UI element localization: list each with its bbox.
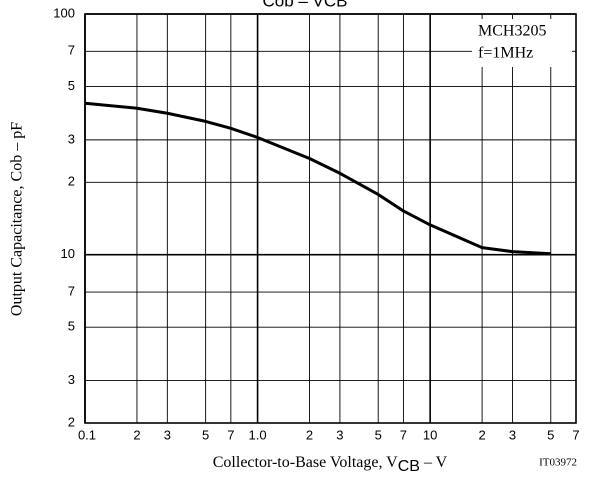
annotation: MCH3205	[478, 23, 546, 40]
x-tick-label: 2	[478, 427, 485, 442]
y-tick-label: 3	[68, 372, 75, 387]
x-axis-label: Collector-to-Base Voltage, VCB – V	[213, 454, 448, 476]
y-tick-label: 7	[68, 43, 75, 58]
x-label-text: Collector-to-Base Voltage, V	[213, 454, 398, 471]
y-tick-label: 2	[68, 414, 75, 429]
y-tick-label: 3	[68, 131, 75, 146]
plot-frame	[84, 13, 577, 424]
x-tick-label: 7	[227, 427, 234, 442]
x-tick-label: 3	[164, 427, 171, 442]
y-tick-label: 10	[61, 246, 75, 261]
y-tick-label: 100	[53, 5, 75, 20]
x-tick-label: 5	[375, 427, 382, 442]
y-tick-label: 5	[68, 319, 75, 334]
data-line	[84, 101, 551, 256]
x-tick-label: 0.1	[78, 427, 96, 442]
annotation: f=1MHz	[478, 45, 533, 62]
x-tick-label: 1.0	[249, 427, 267, 442]
x-tick-label: 10	[423, 427, 437, 442]
x-tick-label: 3	[336, 427, 343, 442]
x-tick-label: 2	[133, 427, 140, 442]
chart-title: Cob – VCB	[262, 0, 347, 10]
x-label-tail: – V	[420, 454, 448, 471]
y-tick-label: 2	[68, 174, 75, 189]
y-axis-label: Output Capacitance, Cob – pF	[9, 122, 26, 316]
x-label-sub: CB	[398, 458, 420, 475]
y-tick-label: 7	[68, 283, 75, 298]
x-tick-label: 3	[509, 427, 516, 442]
x-tick-label: 7	[400, 427, 407, 442]
figure-id: IT03972	[539, 457, 577, 469]
x-tick-label: 5	[202, 427, 209, 442]
y-tick-label: 5	[68, 78, 75, 93]
legend-box	[472, 19, 572, 67]
x-tick-label: 2	[306, 427, 313, 442]
x-tick-label: 7	[572, 427, 579, 442]
x-tick-label: 5	[547, 427, 554, 442]
